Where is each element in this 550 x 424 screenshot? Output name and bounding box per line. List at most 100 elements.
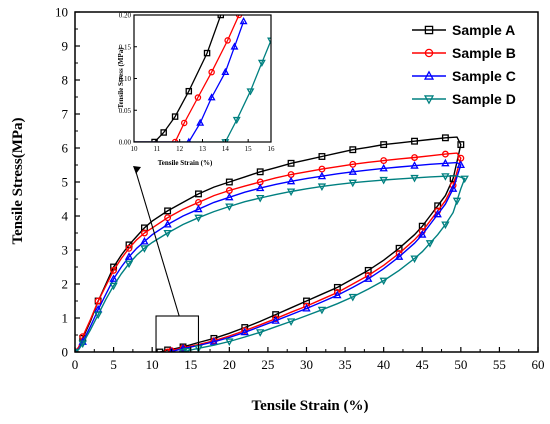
data-point-sample-c <box>317 171 327 180</box>
inset-background <box>134 15 271 142</box>
y-tick-label: 4 <box>62 209 69 224</box>
data-point-sample-a <box>287 159 295 167</box>
inset-series-line-sample-a <box>134 15 222 142</box>
inset-data-point-sample-b <box>235 15 243 19</box>
inset-data-point-sample-a <box>217 15 225 19</box>
data-point-sample-d <box>348 179 357 188</box>
inset-series-line-sample-d <box>134 40 271 142</box>
inset-data-point-sample-d <box>267 37 271 45</box>
data-point-sample-c <box>456 160 466 169</box>
y-tick-label: 8 <box>62 73 69 88</box>
data-point-sample-a <box>441 134 449 142</box>
legend-label-sample-c: Sample C <box>452 68 516 84</box>
legend-marker-sample-a <box>424 25 434 35</box>
data-point-sample-a <box>380 141 388 149</box>
data-point-sample-a <box>349 146 357 154</box>
data-point-sample-d <box>441 221 450 230</box>
inset-data-point-sample-b <box>208 68 215 76</box>
data-point-sample-c <box>433 209 442 218</box>
data-point-sample-c <box>109 274 118 282</box>
y-tick-label: 7 <box>62 107 69 122</box>
inset-data-point-sample-d <box>246 88 255 96</box>
x-tick-label: 0 <box>72 357 79 372</box>
data-point-sample-d <box>425 240 435 248</box>
data-point-sample-c <box>410 161 419 169</box>
data-point-sample-d <box>379 176 388 185</box>
inset-data-point-sample-c <box>221 67 230 76</box>
data-point-sample-d <box>410 174 419 183</box>
data-point-sample-d <box>163 229 172 238</box>
data-point-sample-a <box>318 153 326 160</box>
inset-x-tick-label: 11 <box>153 145 160 153</box>
data-point-sample-d <box>225 338 234 347</box>
main-series-group <box>75 134 469 352</box>
x-tick-label: 35 <box>339 357 352 372</box>
data-point-sample-c <box>379 163 388 172</box>
inset-data-point-sample-c <box>230 42 239 50</box>
data-point-sample-c <box>194 204 203 213</box>
data-point-sample-a <box>164 207 172 215</box>
inset-y-tick-label: 0.15 <box>119 43 132 51</box>
inset-data-point-sample-c <box>207 93 216 101</box>
data-point-sample-d <box>256 329 265 337</box>
x-tick-label: 5 <box>110 357 117 372</box>
x-tick-label: 45 <box>416 357 429 372</box>
data-point-sample-c <box>394 252 404 260</box>
legend-marker-sample-c <box>423 70 435 80</box>
y-tick-label: 5 <box>62 175 69 190</box>
data-point-sample-c <box>240 327 249 336</box>
y-tick-label: 10 <box>55 5 68 20</box>
inset-data-point-sample-a <box>160 129 167 136</box>
data-point-sample-b <box>140 229 148 237</box>
data-point-sample-a <box>457 141 465 149</box>
inset-series-line-sample-b <box>134 15 240 142</box>
legend: Sample A Sample B Sample C Sample D <box>412 22 516 107</box>
x-tick-label: 55 <box>493 357 506 372</box>
data-point-sample-c <box>271 316 280 324</box>
inset-data-point-sample-d <box>232 116 241 125</box>
y-tick-label: 6 <box>62 141 69 156</box>
data-point-sample-b <box>441 150 449 158</box>
legend-label-sample-a: Sample A <box>452 22 515 38</box>
x-tick-label: 20 <box>223 357 236 372</box>
x-tick-label: 25 <box>261 357 274 372</box>
x-tick-label: 50 <box>454 357 467 372</box>
data-point-sample-c <box>364 274 373 282</box>
y-tick-label: 3 <box>62 243 69 258</box>
data-point-sample-b <box>349 160 357 168</box>
zoom-region-box <box>155 315 200 353</box>
data-point-sample-d <box>78 340 87 349</box>
data-point-sample-c <box>348 167 357 175</box>
data-point-sample-c <box>209 337 219 345</box>
data-point-sample-d <box>93 311 103 320</box>
series-line-sample-b <box>75 152 462 352</box>
data-point-sample-d <box>379 277 388 286</box>
x-tick-label: 10 <box>146 357 159 372</box>
x-tick-label: 30 <box>300 357 313 372</box>
data-point-sample-d <box>452 197 462 206</box>
inset-y-tick-label: 0.10 <box>119 75 132 83</box>
data-point-sample-b <box>94 297 102 305</box>
data-point-sample-b <box>411 154 418 161</box>
data-point-sample-a <box>256 168 264 176</box>
inset-y-tick-label: 0.20 <box>119 12 132 20</box>
data-point-sample-d <box>109 282 118 291</box>
x-tick-label: 15 <box>184 357 197 372</box>
legend-label-sample-d: Sample D <box>452 91 516 107</box>
zoom-arrow-head <box>133 166 141 174</box>
legend-marker-sample-b <box>424 48 434 58</box>
data-point-sample-a <box>156 348 164 352</box>
data-point-sample-a <box>195 190 202 198</box>
data-point-sample-d <box>256 194 265 203</box>
data-point-sample-b <box>125 244 133 252</box>
inset-x-tick-label: 13 <box>199 145 207 153</box>
data-point-sample-c <box>256 183 265 192</box>
data-point-sample-c <box>302 303 311 312</box>
inset-x-tick-label: 15 <box>245 145 253 153</box>
inset-data-point-sample-a <box>185 87 193 95</box>
data-point-sample-d <box>140 245 149 253</box>
data-point-sample-c <box>163 219 172 228</box>
data-point-sample-c <box>124 252 134 260</box>
inset-x-tick-label: 10 <box>131 145 139 153</box>
inset-data-point-sample-a <box>171 113 179 120</box>
